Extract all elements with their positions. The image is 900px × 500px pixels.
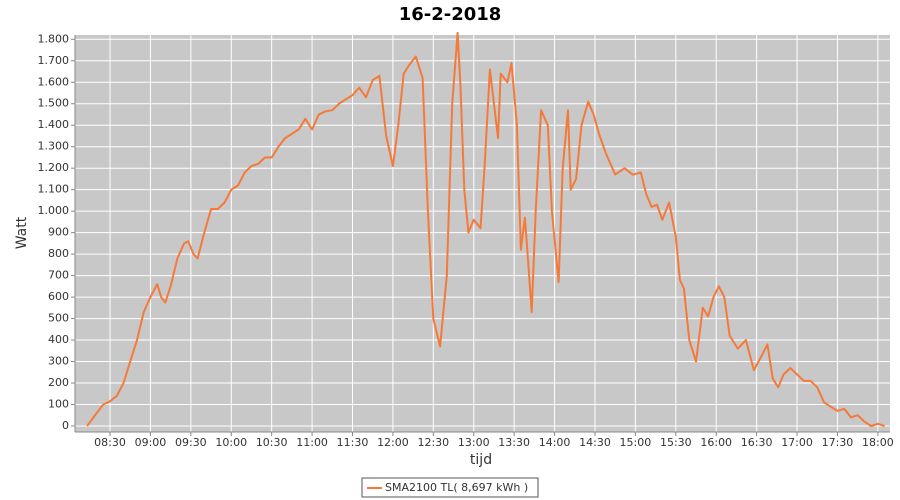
y-tick-label: 1.600: [38, 75, 70, 88]
y-tick-label: 900: [48, 226, 69, 239]
y-tick-label: 300: [48, 355, 69, 368]
y-tick-label: 1.100: [38, 183, 70, 196]
x-tick-label: 16:30: [741, 436, 773, 449]
y-axis-label: Watt: [14, 216, 30, 249]
y-tick-label: 1.300: [38, 140, 70, 153]
y-tick-label: 100: [48, 398, 69, 411]
plot-area: [75, 35, 890, 432]
y-tick-label: 400: [48, 333, 69, 346]
y-tick-label: 1.400: [38, 118, 70, 131]
y-tick-label: 600: [48, 290, 69, 303]
x-axis-label: tijd: [470, 452, 492, 468]
x-tick-label: 14:30: [579, 436, 611, 449]
y-tick-label: 1.800: [38, 32, 70, 45]
legend-label: SMA2100 TL( 8,697 kWh ): [385, 481, 528, 494]
x-tick-label: 16:00: [700, 436, 732, 449]
x-tick-label: 11:30: [337, 436, 369, 449]
x-tick-label: 15:30: [660, 436, 692, 449]
y-tick-label: 1.000: [38, 204, 70, 217]
y-tick-label: 0: [62, 419, 69, 432]
x-tick-label: 08:30: [94, 436, 126, 449]
x-tick-label: 12:00: [377, 436, 409, 449]
x-tick-label: 09:30: [175, 436, 207, 449]
x-tick-label: 10:30: [256, 436, 288, 449]
y-tick-label: 500: [48, 312, 69, 325]
x-tick-label: 15:00: [620, 436, 652, 449]
y-tick-label: 1.700: [38, 54, 70, 67]
x-tick-label: 17:00: [781, 436, 813, 449]
x-tick-label: 13:30: [498, 436, 530, 449]
x-tick-label: 14:00: [539, 436, 571, 449]
legend-box: [361, 477, 539, 498]
x-tick-label: 09:00: [135, 436, 167, 449]
x-tick-label: 12:30: [417, 436, 449, 449]
x-tick-label: 11:00: [296, 436, 328, 449]
x-tick-label: 10:00: [215, 436, 247, 449]
x-tick-label: 18:00: [862, 436, 894, 449]
data-line: [86, 31, 885, 427]
y-tick-label: 1.200: [38, 161, 70, 174]
y-tick-label: 800: [48, 247, 69, 260]
x-tick-label: 17:30: [822, 436, 854, 449]
chart-title: 16-2-2018: [399, 4, 502, 25]
y-tick-label: 200: [48, 376, 69, 389]
x-tick-label: 13:00: [458, 436, 490, 449]
y-tick-label: 1.500: [38, 97, 70, 110]
y-tick-label: 700: [48, 269, 69, 282]
